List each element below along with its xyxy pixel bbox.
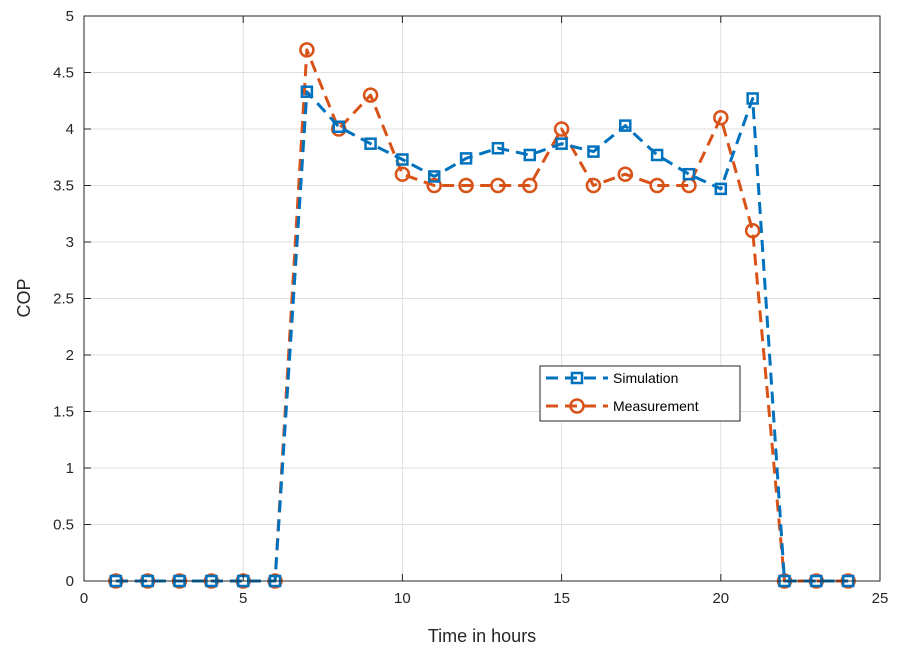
- data-point-measurement: [490, 177, 506, 194]
- y-tick-label: 4: [66, 121, 74, 138]
- data-point-measurement: [649, 177, 665, 194]
- data-point-simulation: [555, 137, 568, 150]
- y-tick-label: 3: [66, 234, 74, 251]
- data-point-measurement: [426, 177, 442, 194]
- y-tick-label: 2: [66, 347, 74, 364]
- y-tick-label: 1.5: [53, 404, 74, 421]
- x-tick-label: 0: [80, 590, 88, 607]
- data-point-simulation: [746, 92, 759, 105]
- x-axis-label: Time in hours: [428, 626, 536, 646]
- legend-label-simulation: Simulation: [613, 370, 678, 386]
- data-point-measurement: [713, 109, 729, 126]
- y-tick-label: 4.5: [53, 65, 74, 82]
- legend-label-measurement: Measurement: [613, 398, 699, 414]
- x-tick-label: 15: [553, 590, 570, 607]
- x-tick-label: 5: [239, 590, 247, 607]
- data-point-simulation: [364, 137, 377, 150]
- data-point-simulation: [427, 170, 441, 183]
- data-point-simulation: [332, 120, 345, 133]
- data-point-simulation: [682, 167, 696, 181]
- x-tick-label: 25: [872, 590, 889, 607]
- y-tick-label: 5: [66, 8, 74, 25]
- data-point-simulation: [300, 85, 314, 98]
- x-tick-label: 10: [394, 590, 411, 607]
- y-tick-label: 0.5: [53, 517, 74, 534]
- data-point-simulation: [714, 182, 728, 196]
- legend-marker-measurement: [569, 398, 585, 414]
- data-point-measurement: [522, 177, 538, 194]
- data-point-simulation: [587, 145, 600, 158]
- data-point-measurement: [585, 177, 602, 194]
- data-point-simulation: [396, 153, 409, 166]
- data-point-measurement: [553, 121, 570, 137]
- data-point-measurement: [617, 166, 634, 182]
- data-point-measurement: [362, 87, 379, 103]
- y-tick-label: 2.5: [53, 291, 74, 308]
- legend-marker-simulation: [570, 371, 584, 385]
- data-point-measurement: [458, 177, 474, 194]
- data-point-simulation: [619, 119, 632, 132]
- data-point-measurement: [744, 222, 761, 239]
- data-point-measurement: [394, 166, 411, 182]
- legend: Simulation Measurement: [539, 365, 741, 422]
- y-axis-label: COP: [14, 278, 34, 317]
- data-point-simulation: [459, 152, 473, 165]
- data-point-measurement: [299, 42, 315, 58]
- y-tick-label: 3.5: [53, 178, 74, 195]
- y-tick-label: 0: [66, 573, 74, 590]
- x-tick-label: 20: [712, 590, 729, 607]
- data-point-simulation: [491, 141, 505, 155]
- data-point-simulation: [523, 148, 537, 162]
- y-tick-label: 1: [66, 460, 74, 477]
- axis-ticks: 0 5 10 15 20 25 0 0.5 1 1.5 2 2.5 3 3.5 4 4.5 5: [53, 8, 888, 607]
- data-point-simulation: [650, 148, 664, 162]
